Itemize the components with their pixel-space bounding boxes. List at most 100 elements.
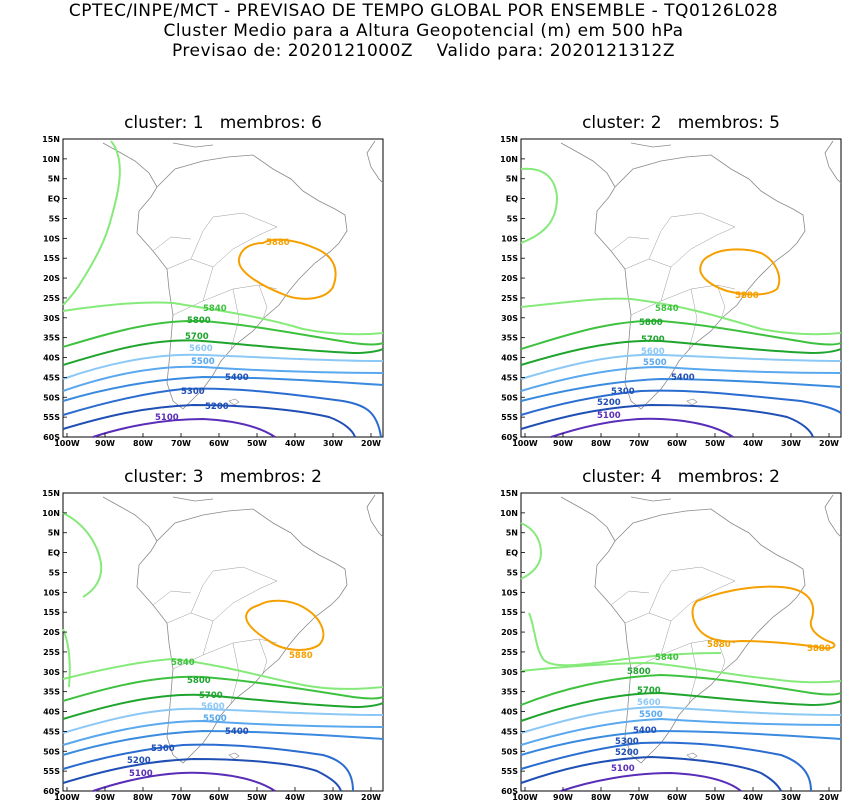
lat-tick-label: 15N — [500, 135, 518, 144]
lat-tick-label: 40S — [501, 354, 518, 363]
contour-label-5880: 5880 — [735, 291, 759, 301]
contour-label-5200: 5200 — [205, 402, 229, 412]
contour-label-5600: 5600 — [201, 702, 225, 712]
lat-tick-label: 5S — [49, 568, 61, 577]
contour-label-5200: 5200 — [127, 756, 151, 766]
lon-tick-label: 100W — [54, 439, 80, 448]
lat-tick-label: 20S — [43, 628, 60, 637]
lat-tick-label: 50S — [501, 393, 518, 402]
contour-label-5500: 5500 — [639, 710, 663, 720]
lon-tick-label: 20W — [819, 793, 839, 802]
contour-label-5840: 5840 — [655, 304, 679, 314]
contour-label-5500: 5500 — [203, 714, 227, 724]
lat-tick-label: 45S — [43, 727, 60, 736]
contour-label-5300: 5300 — [615, 737, 639, 747]
contour-label-5700: 5700 — [199, 691, 223, 701]
lat-tick-label: 5N — [48, 175, 60, 184]
lat-tick-label: 15N — [42, 135, 60, 144]
contour-label-5880-a: 5880 — [707, 640, 731, 650]
lon-tick-label: 100W — [512, 439, 538, 448]
lat-tick-label: 30S — [501, 668, 518, 677]
lon-tick-label: 60W — [667, 439, 687, 448]
lat-tick-label: 60S — [43, 433, 60, 442]
lat-tick-label: 10S — [501, 588, 518, 597]
contour-label-5840: 5840 — [203, 304, 227, 314]
lat-tick-label: 45S — [43, 373, 60, 382]
contour-label-5100: 5100 — [611, 764, 635, 774]
lat-tick-label: 15S — [501, 254, 518, 263]
lat-tick-label: 40S — [501, 708, 518, 717]
contour-label-5880: 5880 — [289, 651, 313, 661]
lat-tick-label: 50S — [501, 747, 518, 756]
lat-tick-label: 60S — [43, 787, 60, 796]
contour-label-5800: 5800 — [187, 316, 211, 326]
header-line-2: Cluster Medio para a Altura Geopotencial… — [163, 21, 684, 41]
lon-tick-label: 80W — [133, 793, 153, 802]
cluster-2-map: 5880 5840 5800 5700 5600 5500 5400 5300 … — [520, 138, 842, 438]
cluster-2-title: cluster: 2 membros: 5 — [582, 113, 780, 133]
lat-tick-label: 10S — [43, 588, 60, 597]
lon-tick-label: 20W — [361, 793, 381, 802]
lat-tick-label: 30S — [501, 314, 518, 323]
lon-tick-label: 70W — [629, 793, 649, 802]
cluster-1-title: cluster: 1 membros: 6 — [124, 113, 322, 133]
lon-tick-label: 90W — [553, 439, 573, 448]
lat-tick-label: 60S — [501, 433, 518, 442]
contour-label-5400: 5400 — [225, 727, 249, 737]
lat-tick-label: 5S — [507, 568, 519, 577]
lat-tick-label: 25S — [501, 294, 518, 303]
contour-label-5300: 5300 — [151, 744, 175, 754]
contour-label-5840: 5840 — [171, 658, 195, 668]
lon-tick-label: 100W — [512, 793, 538, 802]
lon-tick-label: 30W — [781, 793, 801, 802]
lat-tick-label: 5N — [48, 529, 60, 538]
lat-tick-label: 5N — [506, 175, 518, 184]
lat-tick-label: 55S — [501, 413, 518, 422]
contour-label-5200: 5200 — [597, 398, 621, 408]
lat-tick-label: 55S — [43, 413, 60, 422]
lon-tick-label: 50W — [705, 439, 725, 448]
cluster-3-title: cluster: 3 membros: 2 — [124, 467, 322, 487]
contour-label-5400: 5400 — [225, 373, 249, 383]
lon-tick-label: 50W — [247, 793, 267, 802]
lon-tick-label: 90W — [95, 793, 115, 802]
lon-tick-label: 40W — [743, 439, 763, 448]
lat-tick-label: 45S — [501, 373, 518, 382]
header-line-3: Previsao de: 2020121000Z Valido para: 20… — [171, 41, 675, 61]
lon-tick-label: 60W — [209, 793, 229, 802]
lat-tick-label: 50S — [43, 747, 60, 756]
lat-tick-label: 10S — [501, 234, 518, 243]
lat-tick-label: 15N — [500, 489, 518, 498]
contour-label-5600: 5600 — [641, 347, 665, 357]
lon-tick-label: 60W — [209, 439, 229, 448]
lon-tick-label: 70W — [629, 439, 649, 448]
lon-tick-label: 70W — [171, 793, 191, 802]
header-line-1: CPTEC/INPE/MCT - PREVISAO DE TEMPO GLOBA… — [68, 1, 779, 21]
contour-label-5200: 5200 — [615, 748, 639, 758]
lat-tick-label: 10N — [500, 509, 518, 518]
contour-label-5400: 5400 — [633, 726, 657, 736]
lat-tick-label: 10N — [42, 155, 60, 164]
contour-label-5880: 5880 — [266, 238, 290, 248]
lat-tick-label: 50S — [43, 393, 60, 402]
contour-label-5100: 5100 — [597, 411, 621, 421]
lat-tick-label: 10N — [500, 155, 518, 164]
contour-label-5600: 5600 — [637, 698, 661, 708]
lon-tick-label: 90W — [553, 793, 573, 802]
contour-label-5600: 5600 — [189, 344, 213, 354]
lon-tick-label: 80W — [591, 793, 611, 802]
lat-tick-label: 40S — [43, 354, 60, 363]
lat-tick-label: 30S — [43, 314, 60, 323]
contour-label-5700: 5700 — [185, 332, 209, 342]
lat-tick-label: 40S — [43, 708, 60, 717]
lon-tick-label: 50W — [705, 793, 725, 802]
lon-tick-label: 30W — [781, 439, 801, 448]
contour-label-5300: 5300 — [611, 387, 635, 397]
contour-label-5800: 5800 — [627, 667, 651, 677]
lon-tick-label: 40W — [285, 793, 305, 802]
contour-label-5800: 5800 — [187, 676, 211, 686]
contour-label-5800: 5800 — [639, 318, 663, 328]
lat-tick-label: 30S — [43, 668, 60, 677]
lat-tick-label: 25S — [501, 648, 518, 657]
